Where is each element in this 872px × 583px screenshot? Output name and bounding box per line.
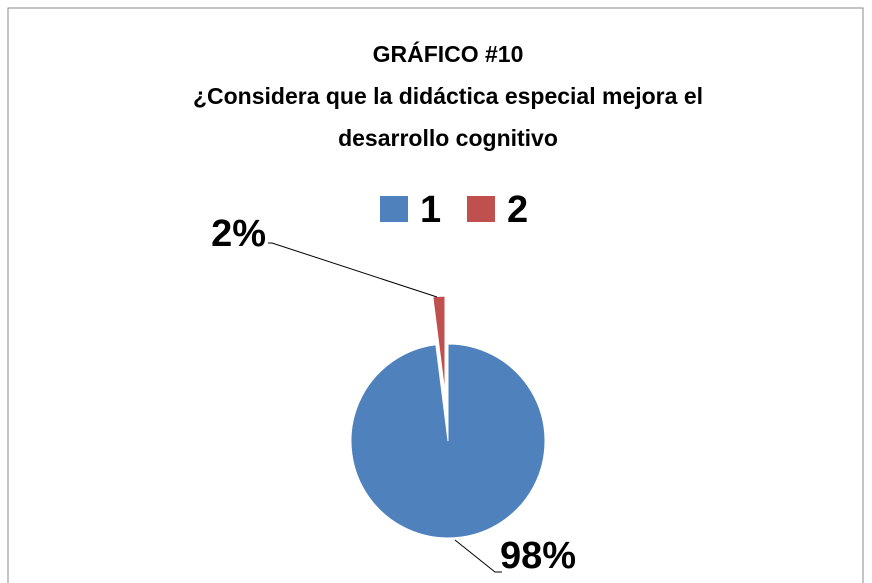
pie-slice: [350, 343, 546, 539]
pie-slice: [432, 295, 446, 394]
data-label: 98%: [500, 535, 576, 577]
legend-swatch: [380, 196, 408, 222]
data-label: 2%: [211, 213, 266, 255]
legend-swatch: [467, 196, 495, 222]
legend-label: 2: [507, 189, 528, 231]
leader-line: [454, 539, 502, 573]
chart-title: ¿Considera que la didáctica especial mej…: [193, 83, 703, 109]
leader-line: [268, 242, 438, 298]
legend-label: 1: [420, 189, 441, 231]
chart-title: desarrollo cognitivo: [338, 125, 558, 151]
chart-title: GRÁFICO #10: [373, 40, 524, 67]
